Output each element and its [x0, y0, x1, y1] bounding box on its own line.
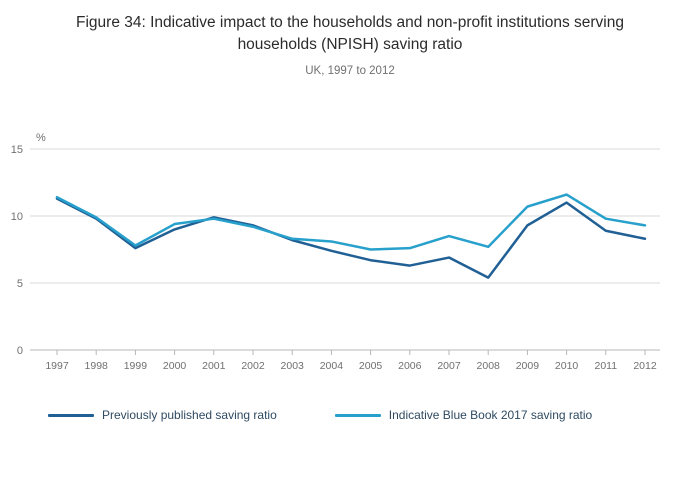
legend-label-previously-published: Previously published saving ratio [102, 408, 277, 422]
chart-legend: Previously published saving ratio Indica… [48, 408, 700, 422]
legend-item-indicative-bb2017[interactable]: Indicative Blue Book 2017 saving ratio [334, 408, 593, 422]
chart-area: 0 5 10 15% 1997 1998 1999 2000 2001 2002 2003 2004 2… [0, 127, 700, 382]
y-tick-label-5: 5 [17, 278, 23, 290]
x-tick-label-2010: 2010 [555, 360, 579, 372]
y-tick-label-10: 10 [11, 211, 23, 223]
x-tick-label-2009: 2009 [516, 360, 540, 372]
y-tick-label-0: 0 [17, 345, 23, 357]
x-tick-label-2003: 2003 [281, 360, 305, 372]
legend-swatch-previously-published [48, 413, 94, 417]
x-tick-label-2000: 2000 [163, 360, 187, 372]
series-line-0 [55, 197, 647, 279]
legend-swatch-indicative-bb2017 [334, 413, 381, 417]
saving-ratio-line-chart: 0 5 10 15% 1997 1998 1999 2000 2001 2002 2003 2004 2… [11, 132, 660, 372]
x-tick-label-2007: 2007 [437, 360, 461, 372]
y-axis-unit-label: % [36, 132, 46, 144]
x-tick-label-1998: 1998 [85, 360, 109, 372]
x-tick-label-2012: 2012 [633, 360, 657, 372]
x-tick-label-2002: 2002 [241, 360, 265, 372]
x-tick-label-2004: 2004 [320, 360, 344, 372]
x-tick-label-2008: 2008 [477, 360, 501, 372]
x-tick-label-2001: 2001 [202, 360, 226, 372]
chart-header: Figure 34: Indicative impact to the hous… [0, 0, 700, 77]
legend-item-previously-published[interactable]: Previously published saving ratio [48, 408, 277, 422]
legend-label-indicative-bb2017: Indicative Blue Book 2017 saving ratio [388, 408, 593, 422]
chart-subtitle: UK, 1997 to 2012 [305, 65, 395, 77]
series-line-1 [55, 193, 647, 251]
x-tick-label-1999: 1999 [124, 360, 148, 372]
x-tick-label-1997: 1997 [45, 360, 69, 372]
x-tick-label-2011: 2011 [595, 360, 618, 372]
chart-title: Figure 34: Indicative impact to the hous… [76, 14, 624, 53]
y-tick-label-15: 15 [11, 144, 23, 156]
x-tick-label-2005: 2005 [359, 360, 383, 372]
x-tick-label-2006: 2006 [398, 360, 422, 372]
